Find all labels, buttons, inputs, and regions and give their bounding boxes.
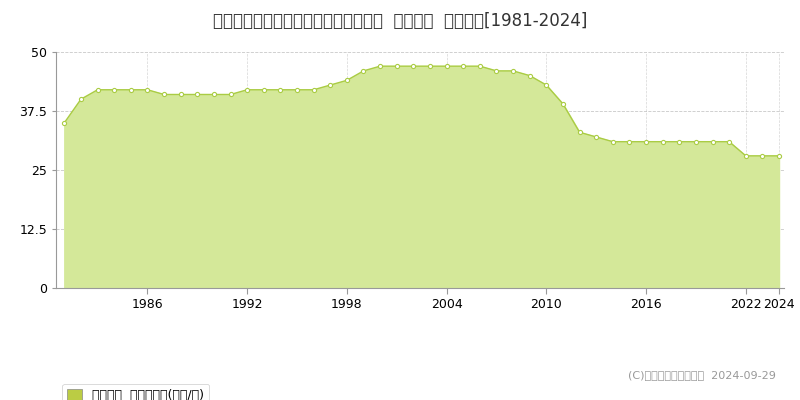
Text: (C)土地価格ドットコム  2024-09-29: (C)土地価格ドットコム 2024-09-29 [628,370,776,380]
Text: 高知県高知市赤石町字ミドロ８８番４  基準地価  地価推移[1981-2024]: 高知県高知市赤石町字ミドロ８８番４ 基準地価 地価推移[1981-2024] [213,12,587,30]
Legend: 基準地価  平均坪単価(万円/坪): 基準地価 平均坪単価(万円/坪) [62,384,210,400]
